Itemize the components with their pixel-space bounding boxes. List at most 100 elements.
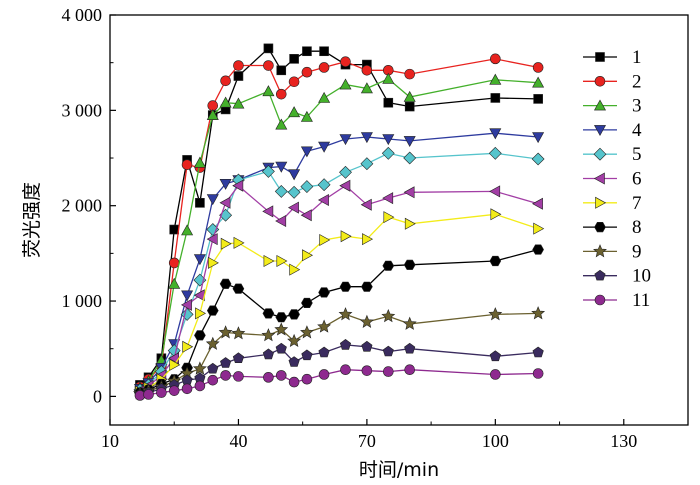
data-point [531, 306, 546, 320]
data-point [383, 211, 395, 224]
legend-label: 4 [632, 120, 642, 141]
legend-label: 7 [632, 193, 642, 214]
data-point [208, 256, 219, 269]
data-point [288, 106, 301, 118]
data-point [317, 193, 329, 207]
data-point [275, 88, 287, 100]
data-point [403, 186, 415, 199]
data-point [219, 196, 231, 209]
data-point [533, 222, 545, 235]
legend-label: 2 [632, 71, 642, 92]
data-point [361, 340, 373, 352]
data-point [220, 370, 231, 381]
data-point [288, 356, 300, 367]
data-point [181, 159, 193, 170]
data-point [232, 97, 245, 109]
data-point [195, 307, 207, 320]
data-point [532, 368, 544, 379]
data-point [339, 339, 352, 350]
series-4 [133, 128, 545, 395]
data-point [301, 66, 313, 78]
data-point [403, 136, 416, 148]
data-point [593, 172, 605, 185]
data-point [275, 214, 287, 228]
data-point [219, 278, 232, 289]
legend-item: 8 [583, 217, 642, 238]
series-10 [134, 339, 544, 400]
data-point [232, 179, 244, 192]
data-point [233, 71, 244, 81]
data-point [339, 281, 352, 292]
data-point [338, 307, 353, 321]
data-point [531, 197, 543, 210]
axes: 10 40 70 100 130 0 1 000 2 000 3 000 4 000 [62, 5, 689, 451]
data-point [594, 269, 606, 281]
data-point [360, 132, 373, 144]
data-point [207, 362, 219, 374]
data-point [318, 346, 330, 358]
legend: 1 2 3 4 5 6 7 8 9 10 11 [583, 47, 651, 311]
data-point [362, 233, 374, 246]
data-point [287, 333, 302, 348]
data-point [169, 358, 181, 371]
data-point [263, 372, 274, 383]
legend-item: 6 [583, 169, 642, 190]
series-line [139, 78, 539, 389]
data-point [319, 46, 329, 57]
data-point [288, 76, 300, 88]
data-point [263, 60, 274, 71]
data-point [490, 93, 501, 103]
data-point [382, 134, 395, 146]
data-point [262, 85, 275, 97]
data-point [360, 157, 374, 171]
legend-item: 1 [583, 47, 642, 68]
data-point [262, 205, 274, 218]
data-point [532, 132, 545, 144]
data-point [232, 283, 245, 294]
data-point [594, 294, 606, 306]
data-point [489, 350, 501, 362]
data-point [339, 165, 352, 179]
data-point [339, 134, 352, 146]
data-point [233, 60, 244, 71]
data-point [300, 209, 312, 222]
data-point [300, 110, 313, 122]
data-point [490, 208, 502, 221]
data-point [289, 263, 301, 276]
data-point [318, 141, 331, 153]
legend-item: 9 [583, 241, 642, 262]
data-point [593, 99, 607, 111]
data-point [532, 62, 544, 73]
data-point [288, 309, 300, 320]
data-point [180, 298, 192, 311]
data-point [594, 76, 606, 87]
data-point [276, 254, 288, 268]
x-tick-label: 100 [482, 431, 509, 451]
series-line [139, 47, 539, 386]
data-point [263, 254, 275, 268]
data-point [488, 307, 503, 321]
data-point [301, 349, 313, 361]
data-point [594, 222, 606, 233]
data-point [318, 62, 330, 73]
data-point [404, 217, 416, 230]
data-point [288, 169, 301, 181]
y-tick-label: 4 000 [62, 5, 103, 25]
data-point [206, 108, 219, 120]
data-point [302, 46, 312, 57]
data-point [532, 76, 545, 88]
data-point [275, 370, 287, 381]
data-point [195, 198, 205, 208]
data-point [231, 326, 246, 340]
y-tick-label: 0 [93, 386, 102, 406]
data-point [169, 224, 180, 235]
series-5 [133, 146, 545, 397]
data-point [340, 56, 351, 68]
data-point [301, 373, 313, 385]
data-point [381, 309, 396, 323]
data-point [301, 297, 313, 309]
data-point [194, 380, 206, 392]
data-point [263, 43, 274, 54]
legend-item: 10 [583, 266, 651, 287]
